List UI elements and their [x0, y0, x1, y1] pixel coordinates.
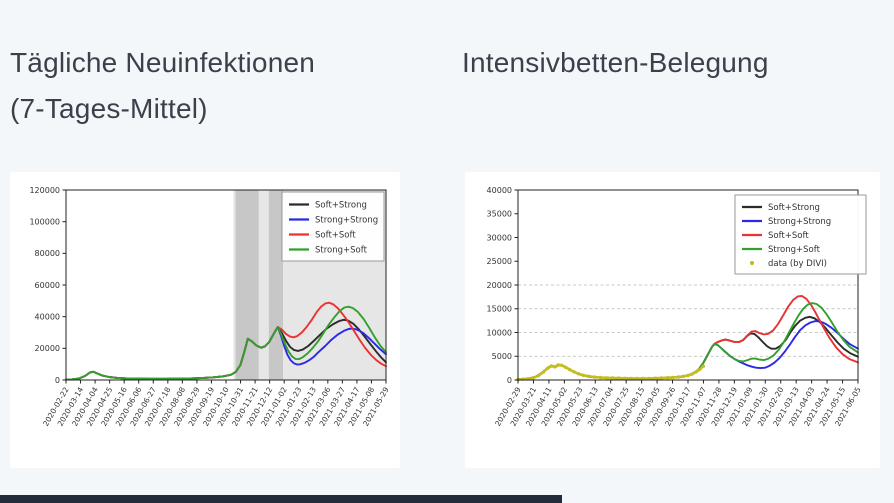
- infections-chart: 0200004000060000800001000001200002020-02…: [29, 186, 390, 428]
- y-tick-label: 5000: [492, 352, 512, 361]
- shaded-region: [235, 190, 259, 380]
- series-data-by-divi-point: [694, 370, 698, 374]
- series-data-by-divi-point: [563, 365, 568, 369]
- legend-label-soft-strong: Soft+Strong: [315, 201, 367, 211]
- y-tick-label: 0: [507, 376, 512, 385]
- series-data-by-divi-point: [653, 376, 658, 380]
- series-data-by-divi-point: [681, 374, 686, 378]
- legend-label-strong-strong: Strong+Strong: [768, 217, 831, 227]
- legend-label-soft-strong: Soft+Strong: [768, 203, 820, 213]
- y-tick-label: 20000: [35, 344, 60, 353]
- series-data-by-divi-point: [610, 376, 615, 380]
- page-title-infections-line1: Tägliche Neuinfektionen: [10, 47, 316, 78]
- series-data-by-divi-point: [690, 372, 694, 376]
- series-data-by-divi-point: [598, 375, 602, 380]
- legend-label-strong-strong: Strong+Strong: [315, 216, 378, 226]
- series-data-by-divi-point: [572, 370, 576, 374]
- footer-bar: [0, 495, 562, 503]
- y-tick-label: 20000: [487, 281, 512, 290]
- page-title-icu-line1: Intensivbetten-Belegung: [462, 47, 769, 78]
- series-data-by-divi-point: [536, 374, 541, 378]
- y-tick-label: 80000: [35, 249, 60, 258]
- series-data-by-divi-point: [546, 366, 550, 370]
- y-tick-label: 120000: [29, 186, 60, 195]
- series-data-by-divi-point: [604, 376, 609, 380]
- series-data-by-divi-point: [553, 365, 557, 369]
- icu-chart-card: 0 5000 10000 15000 20000 25000 30000 35000 40000…: [465, 172, 880, 468]
- shaded-region: [268, 190, 283, 380]
- series-data-by-divi-point: [581, 373, 585, 377]
- series-data-by-divi-line: [516, 363, 705, 381]
- infections-chart-card: 0 20000 40000 60000 80000 100000 120000 2020-02…: [10, 172, 400, 468]
- series-data-by-divi-point: [635, 376, 639, 381]
- series-data-by-divi-point: [592, 375, 597, 379]
- series-strong-soft-line: [65, 305, 387, 381]
- series-data-by-divi-point: [559, 363, 564, 367]
- series-data-by-divi-point: [568, 367, 572, 372]
- page-title-icu: Intensivbetten-Belegung: [462, 40, 769, 86]
- y-tick-label: 0: [55, 376, 60, 385]
- series-data-by-divi-point: [647, 376, 651, 381]
- legend-label-strong-soft: Strong+Soft: [768, 245, 821, 255]
- page-title-infections-line2: (7-Tages-Mittel): [10, 93, 208, 124]
- y-tick-label: 25000: [487, 257, 512, 266]
- series-data-by-divi-point: [587, 374, 591, 378]
- icu-chart: 0 5000 10000 15000 20000 25000 30000 35000 40000…: [487, 186, 867, 428]
- y-tick-label: 10000: [487, 328, 512, 337]
- legend-label-strong-soft: Strong+Soft: [315, 246, 368, 256]
- series-data-by-divi-point: [629, 376, 633, 381]
- y-tick-label: 30000: [487, 233, 512, 242]
- y-tick-label: 40000: [35, 312, 60, 321]
- legend-label-soft-soft: Soft+Soft: [768, 231, 809, 241]
- y-tick-label: 40000: [487, 186, 512, 195]
- series-data-by-divi-point: [659, 376, 664, 380]
- legend-label-soft-soft: Soft+Soft: [315, 231, 356, 241]
- series-data-by-divi-point: [576, 372, 581, 376]
- series-data-by-divi-point: [531, 376, 535, 380]
- y-tick-label: 35000: [487, 210, 512, 219]
- legend-label-data-by-divi: data (by DIVI): [768, 259, 827, 269]
- y-tick-label: 15000: [487, 305, 512, 314]
- series-data-by-divi-point: [698, 367, 702, 371]
- series-data-by-divi-point: [641, 376, 645, 381]
- legend-marker-data-by-divi: [749, 260, 755, 266]
- series-data-by-divi-point: [665, 376, 670, 380]
- series-data-by-divi-point: [701, 364, 705, 368]
- series-data-by-divi-point: [541, 370, 546, 374]
- y-tick-label: 100000: [29, 217, 60, 226]
- series-data-by-divi-point: [549, 364, 553, 368]
- series-data-by-divi-point: [623, 376, 627, 380]
- series-data-by-divi-point: [671, 375, 675, 380]
- page-title-infections: Tägliche Neuinfektionen (7-Tages-Mittel): [10, 40, 315, 132]
- y-tick-label: 60000: [35, 281, 60, 290]
- series-data-by-divi-point: [556, 363, 560, 367]
- series-data-by-divi-point: [676, 375, 681, 379]
- series-data-by-divi-point: [686, 373, 690, 378]
- series-data-by-divi-point: [616, 376, 621, 380]
